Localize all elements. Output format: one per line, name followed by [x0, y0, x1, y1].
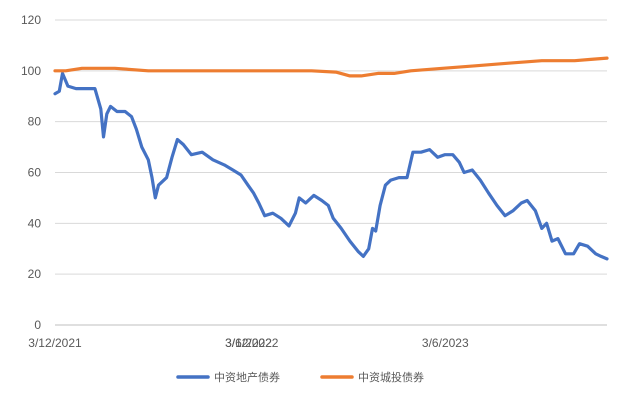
- series-line-2: [53, 56, 609, 78]
- x-tick-label: 3/12/2021: [28, 336, 82, 350]
- x-tick-label: 3/12/2022: [225, 336, 279, 350]
- y-tick-label: 120: [21, 13, 41, 27]
- legend-label-2: 中资城投债券: [358, 370, 424, 384]
- y-tick-label: 40: [28, 216, 42, 230]
- y-tick-label: 80: [28, 115, 42, 129]
- y-axis-ticks: 0 20 40 60 80 100 120: [21, 13, 41, 332]
- y-tick-label: 0: [34, 318, 41, 332]
- y-tick-label: 100: [21, 64, 41, 78]
- gridlines: [55, 19, 607, 326]
- legend-label-1: 中资地产债券: [214, 370, 280, 384]
- x-tick-label: 3/6/2022: [225, 336, 272, 350]
- x-tick-label: 3/6/2023: [422, 336, 469, 350]
- y-tick-label: 60: [28, 166, 42, 180]
- series-line-1: [53, 71, 609, 261]
- series-lines: [53, 56, 609, 261]
- legend: 中资地产债券 中资城投债券: [176, 370, 424, 384]
- y-tick-label: 20: [28, 267, 42, 281]
